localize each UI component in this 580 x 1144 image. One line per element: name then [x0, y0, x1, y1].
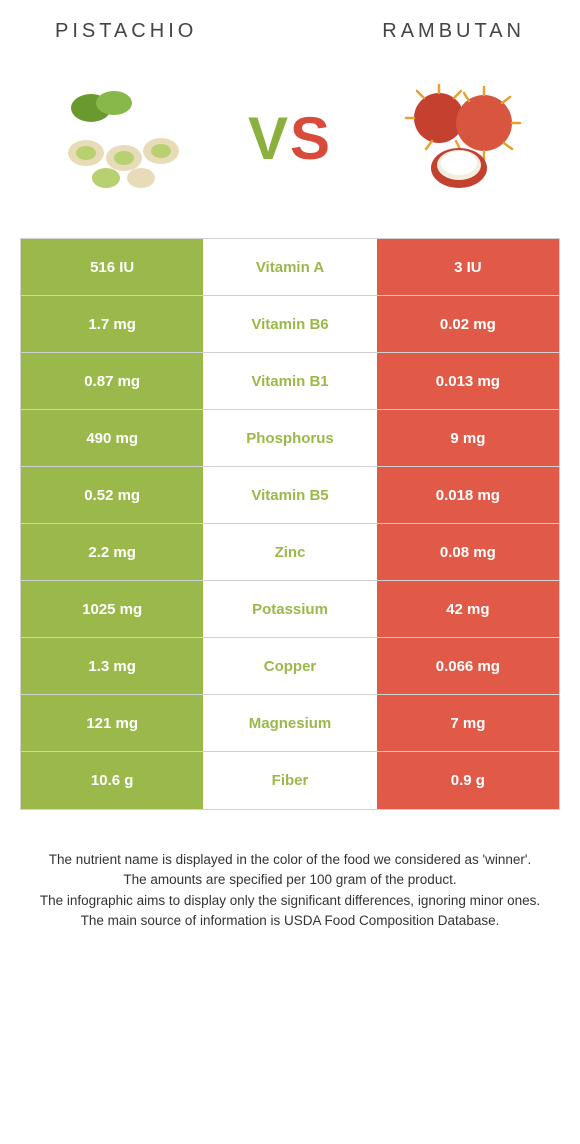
table-row: 2.2 mgZinc0.08 mg	[21, 524, 559, 581]
vs-label: VS	[248, 104, 332, 173]
value-left: 0.52 mg	[21, 467, 203, 523]
value-right: 0.02 mg	[377, 296, 559, 352]
vs-row: VS	[0, 53, 580, 238]
nutrient-label: Phosphorus	[203, 410, 376, 466]
nutrient-table: 516 IUVitamin A3 IU1.7 mgVitamin B60.02 …	[20, 238, 560, 810]
nutrient-label: Vitamin A	[203, 239, 376, 295]
value-right: 0.08 mg	[377, 524, 559, 580]
table-row: 121 mgMagnesium7 mg	[21, 695, 559, 752]
header: Pistachio Rambutan	[0, 0, 580, 53]
table-row: 10.6 gFiber0.9 g	[21, 752, 559, 809]
nutrient-label: Potassium	[203, 581, 376, 637]
value-right: 9 mg	[377, 410, 559, 466]
rambutan-icon	[384, 78, 534, 198]
value-right: 0.066 mg	[377, 638, 559, 694]
footer: The nutrient name is displayed in the co…	[0, 810, 580, 951]
footer-line-1: The nutrient name is displayed in the co…	[35, 850, 545, 870]
value-left: 490 mg	[21, 410, 203, 466]
nutrient-label: Copper	[203, 638, 376, 694]
footer-line-3: The infographic aims to display only the…	[35, 891, 545, 911]
nutrient-label: Vitamin B5	[203, 467, 376, 523]
table-row: 516 IUVitamin A3 IU	[21, 239, 559, 296]
table-row: 1025 mgPotassium42 mg	[21, 581, 559, 638]
table-row: 1.3 mgCopper0.066 mg	[21, 638, 559, 695]
pistachio-icon	[46, 78, 196, 198]
value-left: 10.6 g	[21, 752, 203, 809]
value-left: 121 mg	[21, 695, 203, 751]
value-left: 1025 mg	[21, 581, 203, 637]
value-right: 0.9 g	[377, 752, 559, 809]
nutrient-label: Vitamin B6	[203, 296, 376, 352]
footer-line-2: The amounts are specified per 100 gram o…	[35, 870, 545, 890]
nutrient-label: Vitamin B1	[203, 353, 376, 409]
table-row: 0.52 mgVitamin B50.018 mg	[21, 467, 559, 524]
value-right: 0.018 mg	[377, 467, 559, 523]
value-left: 1.7 mg	[21, 296, 203, 352]
vs-v: V	[248, 105, 290, 172]
nutrient-label: Zinc	[203, 524, 376, 580]
nutrient-label: Fiber	[203, 752, 376, 809]
infographic: Pistachio Rambutan VS	[0, 0, 580, 951]
value-left: 0.87 mg	[21, 353, 203, 409]
value-right: 0.013 mg	[377, 353, 559, 409]
footer-line-4: The main source of information is USDA F…	[35, 911, 545, 931]
value-left: 1.3 mg	[21, 638, 203, 694]
vs-s: S	[290, 105, 332, 172]
table-row: 0.87 mgVitamin B10.013 mg	[21, 353, 559, 410]
value-right: 42 mg	[377, 581, 559, 637]
value-left: 516 IU	[21, 239, 203, 295]
title-left: Pistachio	[55, 20, 197, 43]
value-right: 3 IU	[377, 239, 559, 295]
title-right: Rambutan	[382, 20, 525, 43]
nutrient-label: Magnesium	[203, 695, 376, 751]
value-left: 2.2 mg	[21, 524, 203, 580]
table-row: 1.7 mgVitamin B60.02 mg	[21, 296, 559, 353]
value-right: 7 mg	[377, 695, 559, 751]
table-row: 490 mgPhosphorus9 mg	[21, 410, 559, 467]
